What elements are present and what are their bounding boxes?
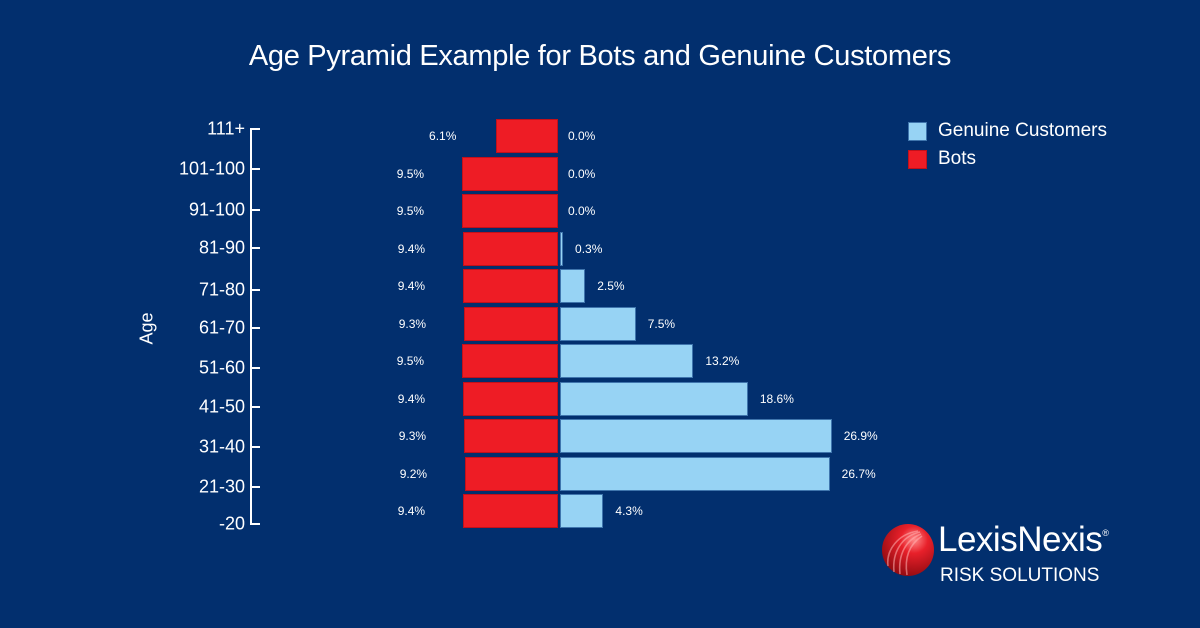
y-axis-tick (250, 406, 260, 408)
logo-subtitle: RISK SOLUTIONS (940, 565, 1100, 586)
bar-genuine-value-label: 7.5% (647, 316, 676, 331)
lexisnexis-logo: LexisNexis® RISK SOLUTIONS (880, 518, 1150, 588)
y-axis-tick-label: 71-80 (198, 279, 245, 300)
legend-swatch-bots (908, 149, 927, 169)
chart-title: Age Pyramid Example for Bots and Genuine… (248, 40, 952, 72)
bar-genuine-value-label: 0.0% (568, 166, 596, 181)
bar-genuine-value-label: 26.7% (841, 466, 876, 481)
bar-genuine (560, 456, 830, 491)
bar-genuine (560, 269, 586, 303)
bar-bots-value-label: 9.4% (397, 504, 426, 518)
bar-bots-value-label: 6.1% (429, 129, 457, 143)
bar-bots (463, 231, 558, 266)
y-axis-tick-label: 91-100 (188, 199, 245, 220)
globe-logo-icon (882, 524, 934, 576)
legend-item-bots: Bots (908, 145, 1107, 173)
bar-bots (462, 156, 558, 191)
y-axis-tick (250, 168, 260, 170)
bar-genuine-value-label: 18.6% (759, 391, 794, 406)
bar-genuine-value-label: 0.0% (568, 129, 596, 143)
bar-bots (464, 306, 558, 341)
bar-bots-value-label: 9.4% (397, 241, 426, 256)
y-axis-tick-label: 31-40 (198, 436, 245, 457)
bar-genuine (560, 419, 832, 453)
y-axis-label: Age (136, 312, 157, 345)
bar-bots-value-label: 9.5% (396, 204, 425, 218)
bar-bots (462, 344, 558, 378)
bar-genuine-value-label: 26.9% (843, 429, 878, 443)
bar-bots (464, 419, 558, 453)
bar-bots-value-label: 9.5% (396, 354, 425, 368)
y-axis-tick (250, 327, 260, 329)
legend-swatch-genuine (908, 121, 927, 141)
bar-genuine-value-label: 0.0% (568, 204, 596, 218)
bar-genuine (560, 306, 636, 341)
bar-bots (463, 381, 558, 416)
legend-item-genuine: Genuine Customers (908, 117, 1107, 145)
y-axis-tick-label: 21-30 (198, 476, 245, 497)
bar-genuine (560, 494, 604, 528)
bar-bots-value-label: 9.3% (398, 316, 427, 331)
bar-bots (462, 194, 558, 228)
bar-genuine-value-label: 4.3% (615, 504, 643, 518)
y-axis-tick-label: -20 (218, 513, 245, 534)
bar-bots-value-label: 9.3% (398, 429, 427, 443)
bar-bots-value-label: 9.5% (396, 166, 425, 181)
bar-bots-value-label: 9.4% (397, 279, 426, 293)
y-axis-tick-label: 61-70 (198, 317, 245, 338)
bar-bots-value-label: 9.4% (397, 391, 426, 406)
y-axis-tick-label: 41-50 (198, 396, 245, 417)
y-axis-tick-label: 101-100 (178, 158, 245, 179)
legend-label-bots: Bots (938, 148, 977, 169)
legend: Genuine Customers Bots (908, 117, 1107, 173)
y-axis-tick-label: 111+ (207, 118, 245, 139)
legend-label-genuine: Genuine Customers (938, 120, 1107, 141)
y-axis-tick (250, 367, 260, 369)
y-axis-tick (250, 523, 260, 525)
y-axis-tick-label: 51-60 (198, 357, 245, 378)
bar-genuine (560, 231, 564, 266)
y-axis-tick (250, 209, 260, 211)
bar-bots (496, 119, 558, 153)
bar-bots (463, 494, 558, 528)
bar-genuine (560, 344, 694, 378)
logo-wordmark: LexisNexis® (938, 520, 1109, 559)
y-axis-tick (250, 486, 260, 488)
y-axis-tick (250, 247, 260, 249)
y-axis-tick-label: 81-90 (198, 237, 245, 258)
y-axis-tick (250, 128, 260, 130)
bar-genuine (560, 381, 748, 416)
y-axis-tick (250, 446, 260, 448)
y-axis-tick (250, 289, 260, 291)
bar-bots-value-label: 9.2% (399, 466, 428, 481)
bar-genuine-value-label: 0.3% (575, 241, 603, 256)
bar-bots (465, 456, 558, 491)
bar-genuine-value-label: 2.5% (597, 279, 625, 293)
bar-bots (463, 269, 558, 303)
bar-genuine-value-label: 13.2% (705, 354, 740, 368)
